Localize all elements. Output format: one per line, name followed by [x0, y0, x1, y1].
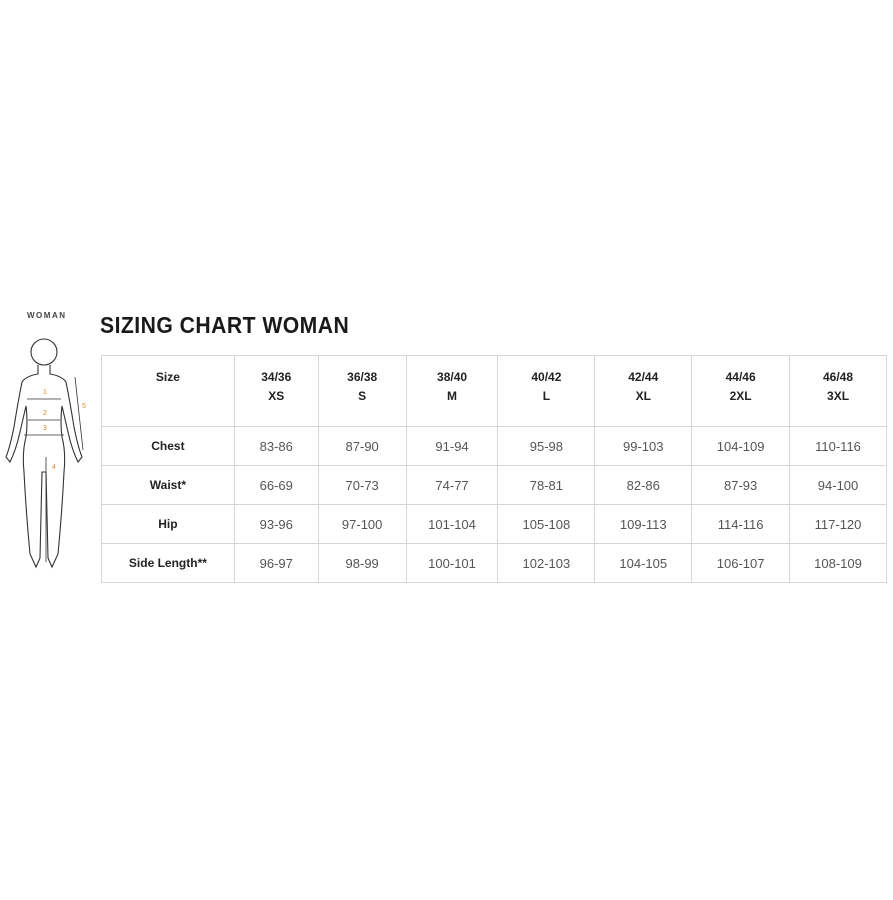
marker-2: 2 [43, 410, 47, 417]
marker-3: 3 [43, 425, 47, 432]
table-cell: 105-108 [497, 504, 596, 544]
table-cell: 99-103 [594, 426, 693, 466]
table-cell: 98-99 [317, 543, 407, 583]
size-number: 46/48 [823, 370, 854, 384]
table-row: Chest 83-86 87-90 91-94 95-98 99-103 104-109 11… [101, 426, 887, 466]
size-letter: 3XL [827, 389, 850, 403]
woman-body-diagram: 1 2 3 4 5 [5, 338, 86, 569]
table-cell: 83-86 [233, 426, 319, 466]
size-number: 40/42 [531, 370, 562, 384]
size-letter: XL [635, 389, 651, 403]
table-cell: 91-94 [405, 426, 499, 466]
table-cell: 117-120 [789, 504, 887, 544]
row-label: Hip [101, 504, 235, 544]
table-cell: 106-107 [691, 543, 791, 583]
header-size-xl: 42/44 XL [594, 355, 693, 427]
marker-4: 4 [52, 464, 56, 471]
table-cell: 97-100 [317, 504, 407, 544]
table-cell: 114-116 [691, 504, 791, 544]
header-size-2xl: 44/46 2XL [691, 355, 791, 427]
size-table: Size 34/36 XS 36/38 S 38/40 M 40/42 L 42/44 XL 44/4… [101, 355, 887, 583]
table-cell: 93-96 [233, 504, 319, 544]
header-size-m: 38/40 M [405, 355, 499, 427]
size-number: 38/40 [437, 370, 468, 384]
size-letter: L [542, 389, 551, 403]
header-size-3xl: 46/48 3XL [789, 355, 887, 427]
row-label: Chest [101, 426, 235, 466]
table-cell: 66-69 [233, 465, 319, 505]
table-row: Waist* 66-69 70-73 74-77 78-81 82-86 87-93 94-1… [101, 465, 887, 505]
row-label: Waist* [101, 465, 235, 505]
table-cell: 109-113 [594, 504, 693, 544]
table-cell: 74-77 [405, 465, 499, 505]
size-number: 34/36 [261, 370, 292, 384]
table-cell: 96-97 [233, 543, 319, 583]
table-cell: 82-86 [594, 465, 693, 505]
header-size-s: 36/38 S [317, 355, 407, 427]
table-cell: 104-105 [594, 543, 693, 583]
table-cell: 108-109 [789, 543, 887, 583]
size-number: 36/38 [347, 370, 378, 384]
header-row: Size 34/36 XS 36/38 S 38/40 M 40/42 L 42/44 XL 44/4… [101, 355, 887, 427]
table-cell: 94-100 [789, 465, 887, 505]
size-letter: M [447, 389, 458, 403]
size-letter: S [358, 389, 367, 403]
header-size-xs: 34/36 XS [233, 355, 319, 427]
table-cell: 87-93 [691, 465, 791, 505]
size-number: 42/44 [628, 370, 659, 384]
marker-5: 5 [82, 403, 86, 410]
figure-label: WOMAN [27, 311, 67, 320]
header-size-l: 40/42 L [497, 355, 596, 427]
size-number: 44/46 [725, 370, 756, 384]
table-cell: 87-90 [317, 426, 407, 466]
table-cell: 110-116 [789, 426, 887, 466]
marker-1: 1 [43, 389, 47, 396]
table-cell: 78-81 [497, 465, 596, 505]
table-cell: 95-98 [497, 426, 596, 466]
row-label: Side Length** [101, 543, 235, 583]
table-cell: 104-109 [691, 426, 791, 466]
table-cell: 70-73 [317, 465, 407, 505]
page-title: SIZING CHART WOMAN [100, 312, 350, 338]
header-size-label: Size [101, 355, 235, 427]
table-cell: 102-103 [497, 543, 596, 583]
size-letter: 2XL [729, 389, 752, 403]
table-row: Side Length** 96-97 98-99 100-101 102-103 104… [101, 543, 887, 583]
table-cell: 100-101 [405, 543, 499, 583]
size-letter: XS [268, 389, 285, 403]
table-cell: 101-104 [405, 504, 499, 544]
table-row: Hip 93-96 97-100 101-104 105-108 109-113 114-1… [101, 504, 887, 544]
